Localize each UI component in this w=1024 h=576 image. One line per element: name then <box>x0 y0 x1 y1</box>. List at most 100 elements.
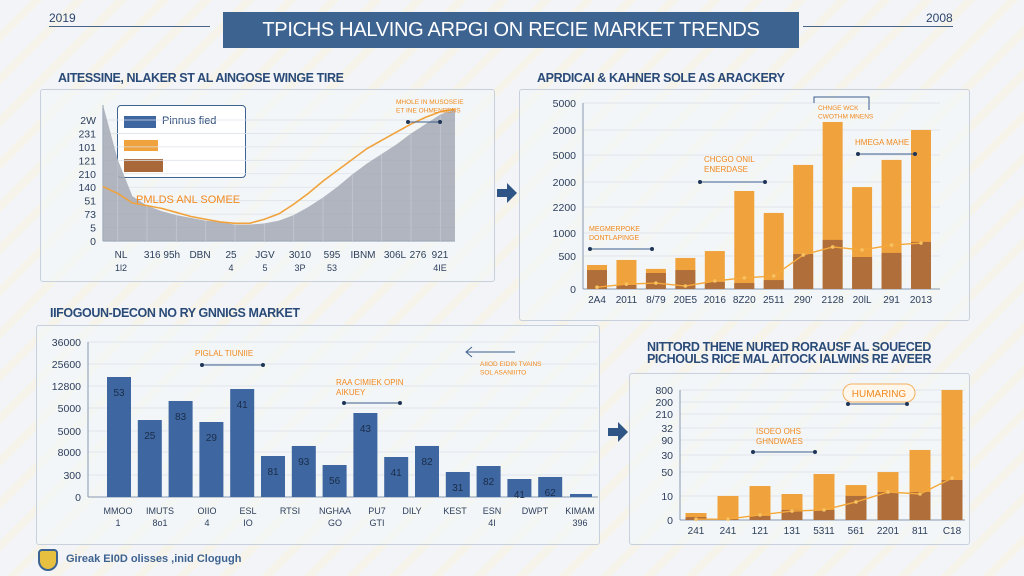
chart1-annotation-dot <box>406 120 410 124</box>
chart2-line-point <box>742 276 747 280</box>
chart2-x-tick: 20lL <box>853 295 872 306</box>
chart2-y-tick: 2000 <box>553 177 577 189</box>
chart4-line-point <box>790 509 794 513</box>
chart3-data-label: 41 <box>237 400 249 411</box>
chart4-annotation: ISOEO OHS <box>756 427 801 436</box>
chart2-annotation: HMEGA MAHE <box>855 138 909 147</box>
chart3-arrow-head <box>465 346 473 358</box>
chart4-line-point <box>950 476 954 480</box>
chart4-annotation-dot <box>751 450 755 454</box>
chart2-line-point <box>683 284 688 288</box>
chart3-bar <box>322 465 347 497</box>
chart3-x-tick: NGHAA <box>319 506 351 516</box>
chart2-y-tick: 5000 <box>553 98 577 110</box>
chart2-annotation: CHCGO ONIL <box>704 155 755 164</box>
legend-swatch-orange <box>124 140 158 151</box>
chart2-x-tick: 2011 <box>616 295 638 306</box>
chart1-x-tick: 595 <box>324 250 341 261</box>
chart4-x-tick: 241 <box>720 526 737 537</box>
chart2-bar <box>763 212 784 289</box>
chart2-annotation: CWOTHM MNENS <box>818 114 874 121</box>
chart2-x-tick: 2511 <box>763 295 785 306</box>
chart2-y-tick: 2000 <box>553 125 577 137</box>
chart4-y-tick: 90 <box>661 435 673 447</box>
chart2-x-tick: 291 <box>883 295 900 306</box>
legend-swatch-brown <box>124 159 163 172</box>
chart4-line-point <box>854 500 858 504</box>
chart3-y-tick: 300 <box>63 470 81 482</box>
chart3-bar <box>353 412 378 497</box>
chart2-bracket <box>813 96 870 110</box>
chart2-annotation-dot <box>913 152 917 156</box>
chart3-data-label: 53 <box>113 388 125 399</box>
chart2-y-tick: 0 <box>570 284 576 296</box>
chart2-line-point <box>889 243 894 247</box>
chart4-annotation-dot <box>813 450 817 454</box>
chart3-data-label: 29 <box>206 433 218 444</box>
chart3-data-label: 56 <box>329 476 341 487</box>
chart3-data-label: 81 <box>267 467 279 478</box>
chart1-x-tick: 921 <box>432 250 449 261</box>
chart4-bar <box>717 495 739 520</box>
chart1-y-tick: 73 <box>84 209 96 221</box>
chart1-x-tick: 276 <box>410 250 427 261</box>
chart3-y-tick: 36000 <box>52 337 81 349</box>
chart3-x-tick: PU7 <box>368 506 386 516</box>
chart3-bar <box>570 493 592 497</box>
chart1-x-tick: 316 95h <box>144 250 180 261</box>
chart3-x-tick: KEST <box>443 506 467 516</box>
page-title: TPICHS HALVING ARPGI ON RECIE MARKET TRE… <box>223 12 799 48</box>
chart3-x-tick: GTI <box>370 518 385 528</box>
chart2-bar <box>616 259 637 289</box>
chart3-bar <box>415 445 439 497</box>
chart2-bar-lower <box>587 270 607 289</box>
chart3-y-tick: 12800 <box>52 381 81 393</box>
chart3-data-label: 82 <box>483 477 495 488</box>
chart3-annotation-dot <box>261 363 265 367</box>
chart3-y-tick: 8000 <box>58 447 82 459</box>
chart4-x-tick: 2201 <box>877 526 900 537</box>
chart1-x-tick: 3010 <box>289 250 312 261</box>
chart3-bar <box>538 476 563 497</box>
chart1-x-tick: 1l2 <box>115 263 127 273</box>
chart3-bar <box>261 456 285 497</box>
chart3-title: IIFOGOUN-DECON NO RY GNNIGS MARKET <box>50 306 300 320</box>
chart4-x-tick: 5311 <box>813 526 835 537</box>
chart1-x-tick: 306L <box>384 250 407 261</box>
chart2-annotation-dot <box>650 247 654 251</box>
chart1-y-tick: 101 <box>78 142 96 154</box>
logo-icon <box>38 549 58 571</box>
chart3-x-tick: 4 <box>204 518 209 528</box>
chart2-annotation: ENERDASE <box>704 165 748 174</box>
chart1-annotation-dot <box>438 120 442 124</box>
chart1-x-tick: 5 <box>262 263 267 273</box>
chart2-line-point <box>771 274 776 278</box>
chart2-line-point <box>830 245 835 249</box>
chart4-y-tick: 200 <box>655 397 673 409</box>
chart4-line-point <box>758 513 762 517</box>
chart4-line-point <box>918 492 922 496</box>
chart2-bar-lower <box>645 273 666 289</box>
chart3-bar <box>199 421 224 497</box>
chart3-annotation-dot <box>200 363 204 367</box>
chart2-x-tick: 290' <box>794 295 813 306</box>
chart3-bar <box>384 457 409 497</box>
chart1-annotation: ET INE OHMENBENS <box>396 108 461 115</box>
chart2-y-tick: 1000 <box>553 228 577 240</box>
chart3-y-tick: 0 <box>75 492 81 504</box>
arrow-right-icon <box>497 183 517 203</box>
chart4-x-tick: C18 <box>943 526 962 537</box>
chart3-annotation-dot <box>398 401 402 405</box>
chart1-y-tick: 0 <box>90 236 96 248</box>
chart1-x-tick: IBNM <box>351 250 376 261</box>
chart2-line-point <box>654 281 658 285</box>
chart2-line <box>596 242 922 288</box>
chart2-annotation: DONTLAPINGE <box>589 235 640 242</box>
chart3-y-tick: 5000 <box>58 426 82 438</box>
year-left: 2019 <box>49 11 76 25</box>
chart3-bar <box>107 377 131 497</box>
chart3-x-tick: 4I <box>488 518 496 528</box>
chart3-annotation: AIKUEY <box>336 388 366 397</box>
chart4-annotation: HUMARING <box>852 389 907 400</box>
